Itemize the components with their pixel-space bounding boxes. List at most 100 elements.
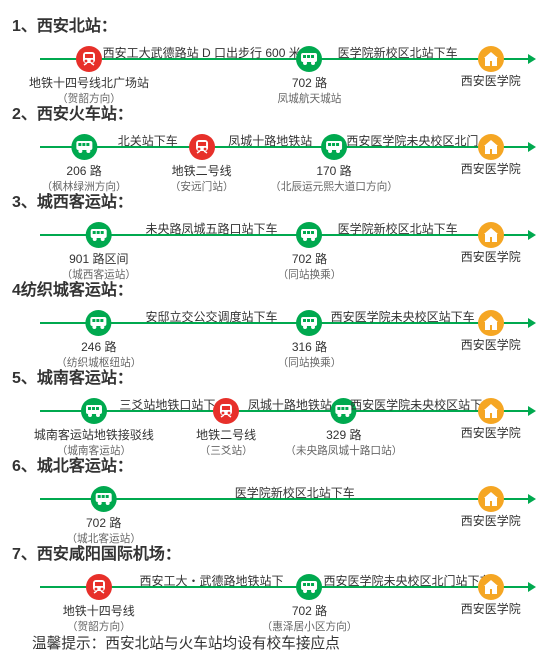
- dest-label: 西安医学院: [461, 160, 521, 177]
- segment-label: 西安医学院未央校区北门: [346, 132, 478, 149]
- dest-label: 西安医学院: [461, 424, 521, 441]
- arrow-icon: [528, 318, 536, 328]
- route: 4纺织城客运站：246 路（纺织城枢纽站）安邸立交公交调度站下车316 路（同站…: [12, 276, 537, 358]
- segment-label: 医学院新校区北站下车: [235, 484, 355, 501]
- stop-label: 316 路: [278, 338, 342, 355]
- stop-sublabel: （贺韶方向）: [29, 91, 149, 106]
- metro-icon: [86, 574, 112, 600]
- dest-stop: 西安医学院: [461, 222, 521, 265]
- stop-label: 702 路: [278, 74, 342, 91]
- arrow-icon: [528, 142, 536, 152]
- route: 6、城北客运站：702 路（城北客运站）医学院新校区北站下车西安医学院: [12, 452, 537, 534]
- footer-tip: 温馨提示：西安北站与火车站均设有校车接应点: [32, 632, 537, 653]
- bus-icon: [296, 574, 322, 600]
- school-icon: [478, 398, 504, 424]
- stop-label: 901 路区间: [61, 250, 136, 267]
- bus-icon: [91, 486, 117, 512]
- school-icon: [478, 574, 504, 600]
- route-lane: 206 路（枫林绿洲方向）北关站下车地铁二号线（安远门站）凤城十路地铁站170 …: [40, 126, 530, 182]
- route: 1、西安北站：地铁十四号线北广场站（贺韶方向）西安工大武德路站 D 口出步行 6…: [12, 12, 537, 94]
- school-icon: [478, 46, 504, 72]
- route-lane: 地铁十四号线（贺韶方向）西安工大・武德路地铁站下702 路（惠泽居小区方向）西安…: [40, 566, 530, 622]
- bus-icon: [71, 134, 97, 160]
- school-icon: [478, 310, 504, 336]
- routes-container: 1、西安北站：地铁十四号线北广场站（贺韶方向）西安工大武德路站 D 口出步行 6…: [12, 12, 537, 622]
- stop-sublabel: （未央路凤城十路口站）: [285, 443, 402, 458]
- dest-stop: 西安医学院: [461, 486, 521, 529]
- route-lane: 城南客运站地铁接驳线（城南客运站）三爻站地铁口站下地铁二号线（三爻站）凤城十路地…: [40, 390, 530, 446]
- school-icon: [478, 486, 504, 512]
- stop-label: 329 路: [285, 426, 402, 443]
- bus-icon: [86, 310, 112, 336]
- stop-label: 702 路: [278, 250, 342, 267]
- stop-sublabel: （纺织城枢纽站）: [56, 355, 141, 370]
- stop-label: 地铁十四号线: [63, 602, 135, 619]
- stop-sublabel: （惠泽居小区方向）: [262, 619, 358, 634]
- stop-sublabel: （同站换乘）: [278, 267, 342, 282]
- arrow-icon: [528, 582, 536, 592]
- route-lane: 246 路（纺织城枢纽站）安邸立交公交调度站下车316 路（同站换乘）西安医学院…: [40, 302, 530, 358]
- segment-label: 未央路凤城五路口站下车: [145, 220, 277, 237]
- stop-label: 702 路: [262, 602, 358, 619]
- bus-stop: 206 路（枫林绿洲方向）: [41, 134, 126, 194]
- arrow-icon: [528, 406, 536, 416]
- route: 2、西安火车站：206 路（枫林绿洲方向）北关站下车地铁二号线（安远门站）凤城十…: [12, 100, 537, 182]
- stop-sublabel: （贺韶方向）: [63, 619, 135, 634]
- arrow-icon: [528, 54, 536, 64]
- stop-label: 地铁十四号线北广场站: [29, 74, 149, 91]
- route: 5、城南客运站：城南客运站地铁接驳线（城南客运站）三爻站地铁口站下地铁二号线（三…: [12, 364, 537, 446]
- stop-label: 246 路: [56, 338, 141, 355]
- stop-sublabel: （枫林绿洲方向）: [41, 179, 126, 194]
- bus-stop: 246 路（纺织城枢纽站）: [56, 310, 141, 370]
- dest-stop: 西安医学院: [461, 46, 521, 89]
- stop-label: 206 路: [41, 162, 126, 179]
- stop-sublabel: 凤城航天城站: [278, 91, 342, 106]
- bus-stop: 702 路（城北客运站）: [66, 486, 141, 546]
- school-icon: [478, 222, 504, 248]
- bus-icon: [86, 222, 112, 248]
- stop-sublabel: （城西客运站）: [61, 267, 136, 282]
- stop-sublabel: （北辰运元熙大道口方向）: [270, 179, 398, 194]
- segment-label: 医学院新校区北站下车: [338, 44, 458, 61]
- bus-icon: [321, 134, 347, 160]
- stop-sublabel: （三爻站）: [196, 443, 256, 458]
- dest-stop: 西安医学院: [461, 398, 521, 441]
- metro-stop: 地铁二号线（安远门站）: [170, 134, 234, 194]
- dest-stop: 西安医学院: [461, 574, 521, 617]
- stop-sublabel: （城北客运站）: [66, 531, 141, 546]
- bus-stop: 702 路凤城航天城站: [278, 46, 342, 106]
- stop-sublabel: （安远门站）: [170, 179, 234, 194]
- route: 3、城西客运站：901 路区间（城西客运站）未央路凤城五路口站下车702 路（同…: [12, 188, 537, 270]
- stop-sublabel: （同站换乘）: [278, 355, 342, 370]
- school-icon: [478, 134, 504, 160]
- route-title: 1、西安北站：: [12, 12, 537, 36]
- segment-label: 医学院新校区北站下车: [338, 220, 458, 237]
- bus-stop: 901 路区间（城西客运站）: [61, 222, 136, 282]
- segment-label: 西安工大武德路站 D 口出步行 600 米: [103, 44, 301, 61]
- stop-label: 城南客运站地铁接驳线: [34, 426, 154, 443]
- metro-icon: [189, 134, 215, 160]
- bus-stop: 702 路（同站换乘）: [278, 222, 342, 282]
- route-lane: 地铁十四号线北广场站（贺韶方向）西安工大武德路站 D 口出步行 600 米702…: [40, 38, 530, 94]
- segment-label: 西安医学院未央校区站下车: [331, 308, 475, 325]
- dest-label: 西安医学院: [461, 336, 521, 353]
- stop-label: 702 路: [66, 514, 141, 531]
- bus-icon: [296, 46, 322, 72]
- arrow-icon: [528, 230, 536, 240]
- dest-label: 西安医学院: [461, 72, 521, 89]
- bus-icon: [81, 398, 107, 424]
- dest-stop: 西安医学院: [461, 134, 521, 177]
- segment-label: 安邸立交公交调度站下车: [145, 308, 277, 325]
- bus-icon: [296, 310, 322, 336]
- route-lane: 901 路区间（城西客运站）未央路凤城五路口站下车702 路（同站换乘）医学院新…: [40, 214, 530, 270]
- route-lane: 702 路（城北客运站）医学院新校区北站下车西安医学院: [40, 478, 530, 534]
- dest-label: 西安医学院: [461, 600, 521, 617]
- metro-stop: 地铁十四号线（贺韶方向）: [63, 574, 135, 634]
- stop-sublabel: （城南客运站）: [34, 443, 154, 458]
- dest-label: 西安医学院: [461, 248, 521, 265]
- stop-label: 地铁二号线: [196, 426, 256, 443]
- arrow-icon: [528, 494, 536, 504]
- stop-label: 地铁二号线: [170, 162, 234, 179]
- metro-icon: [76, 46, 102, 72]
- route: 7、西安咸阳国际机场：地铁十四号线（贺韶方向）西安工大・武德路地铁站下702 路…: [12, 540, 537, 622]
